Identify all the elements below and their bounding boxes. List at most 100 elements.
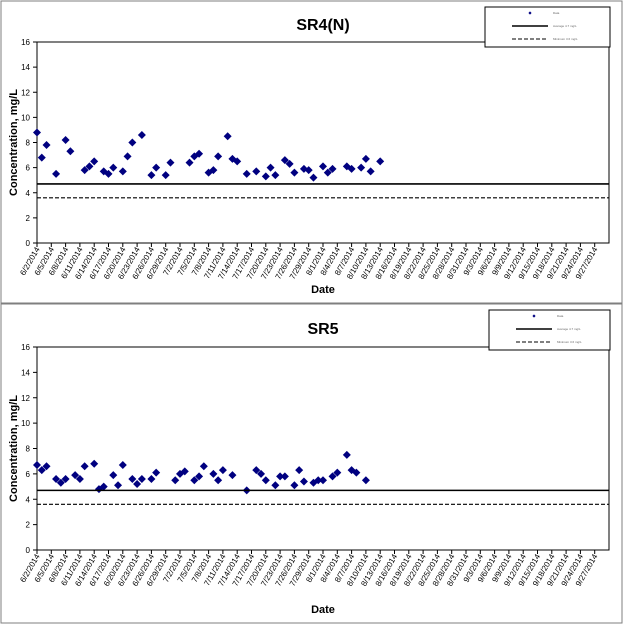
data-point xyxy=(33,460,41,469)
data-point xyxy=(214,476,223,485)
data-point xyxy=(361,476,370,485)
data-point xyxy=(328,472,337,481)
y-tick-label: 0 xyxy=(26,239,31,248)
legend-marker xyxy=(528,11,532,15)
y-axis-label: Concentration, mg/L xyxy=(8,395,20,502)
data-point xyxy=(309,173,318,182)
data-point xyxy=(280,156,289,165)
data-point xyxy=(118,167,127,176)
legend-label: Average 4.7 mg/L xyxy=(553,24,577,28)
data-point xyxy=(52,474,61,483)
chart-title: SR4(N) xyxy=(296,17,349,34)
data-point xyxy=(152,163,161,172)
data-point xyxy=(37,466,46,475)
data-point xyxy=(242,169,251,178)
legend-label: Minimum 3.6 mg/L xyxy=(553,37,578,41)
data-point xyxy=(199,462,208,471)
chart-sr5: SR502468101214166/2/20146/5/20146/8/2014… xyxy=(0,303,623,624)
legend: Data Average 4.7 mg/L Minimum 3.6 mg/L xyxy=(488,309,611,351)
x-axis-label: Date xyxy=(311,284,335,296)
data-point xyxy=(147,171,156,180)
data-point xyxy=(299,477,308,486)
data-point xyxy=(323,168,332,177)
y-tick-label: 14 xyxy=(21,63,30,72)
data-point xyxy=(195,472,204,481)
data-point xyxy=(42,462,51,471)
y-tick-label: 12 xyxy=(21,394,30,403)
legend-label: Data xyxy=(553,11,560,15)
legend-box xyxy=(484,6,611,48)
data-point xyxy=(33,128,41,137)
data-point xyxy=(328,164,337,173)
data-point xyxy=(352,468,361,477)
data-point xyxy=(171,476,180,485)
data-point xyxy=(261,476,270,485)
chart-panel xyxy=(0,303,623,624)
y-tick-label: 14 xyxy=(21,368,30,377)
data-point xyxy=(357,163,366,172)
data-point xyxy=(342,450,351,459)
data-point xyxy=(90,157,99,166)
data-point xyxy=(75,474,84,483)
legend: Data Average 4.7 mg/L Minimum 3.6 mg/L xyxy=(484,6,611,48)
data-point xyxy=(147,474,156,483)
data-point xyxy=(195,149,204,158)
data-point xyxy=(304,166,313,175)
data-point xyxy=(218,466,227,475)
data-point xyxy=(161,171,170,180)
data-point xyxy=(123,152,132,161)
y-tick-label: 10 xyxy=(21,419,30,428)
data-point xyxy=(133,480,142,489)
data-point xyxy=(85,162,94,171)
data-point xyxy=(290,168,299,177)
data-point xyxy=(252,466,261,475)
data-point xyxy=(190,476,199,485)
data-point xyxy=(109,163,118,172)
data-point xyxy=(99,482,108,491)
legend-label: Average 4.7 mg/L xyxy=(557,327,581,331)
data-point xyxy=(285,159,294,168)
data-point xyxy=(271,481,280,490)
data-point xyxy=(223,132,232,141)
y-tick-label: 2 xyxy=(26,521,31,530)
data-point xyxy=(209,469,218,478)
data-point xyxy=(319,476,327,485)
x-axis-label: Date xyxy=(311,604,335,616)
data-point xyxy=(52,169,61,178)
data-point xyxy=(118,460,127,469)
data-point xyxy=(166,158,175,167)
data-point xyxy=(257,469,266,478)
data-point xyxy=(66,147,75,156)
data-point xyxy=(71,471,80,480)
data-point xyxy=(266,163,275,172)
y-tick-label: 8 xyxy=(26,139,31,148)
data-point xyxy=(152,468,161,477)
data-point xyxy=(280,472,289,481)
data-point xyxy=(61,135,70,144)
y-tick-label: 2 xyxy=(26,214,31,223)
data-point xyxy=(319,162,327,171)
data-point xyxy=(261,172,270,181)
data-point xyxy=(295,466,304,475)
chart-sr4: SR4(N)02468101214166/2/20146/5/20146/8/2… xyxy=(0,0,623,304)
chart-title: SR5 xyxy=(307,321,338,338)
data-point xyxy=(233,157,242,166)
data-point xyxy=(347,164,356,173)
data-point xyxy=(271,171,280,180)
data-point xyxy=(376,157,385,166)
data-point xyxy=(114,481,123,490)
legend-label: Minimum 3.6 mg/L xyxy=(557,340,582,344)
y-tick-label: 16 xyxy=(21,38,30,47)
y-tick-label: 16 xyxy=(21,343,30,352)
data-point xyxy=(214,152,223,161)
y-tick-label: 6 xyxy=(26,164,31,173)
y-tick-label: 6 xyxy=(26,470,31,479)
y-tick-label: 12 xyxy=(21,88,30,97)
y-tick-label: 4 xyxy=(26,495,31,504)
legend-box xyxy=(488,309,611,351)
data-point xyxy=(104,169,113,178)
data-point xyxy=(37,153,46,162)
y-tick-label: 10 xyxy=(21,113,30,122)
